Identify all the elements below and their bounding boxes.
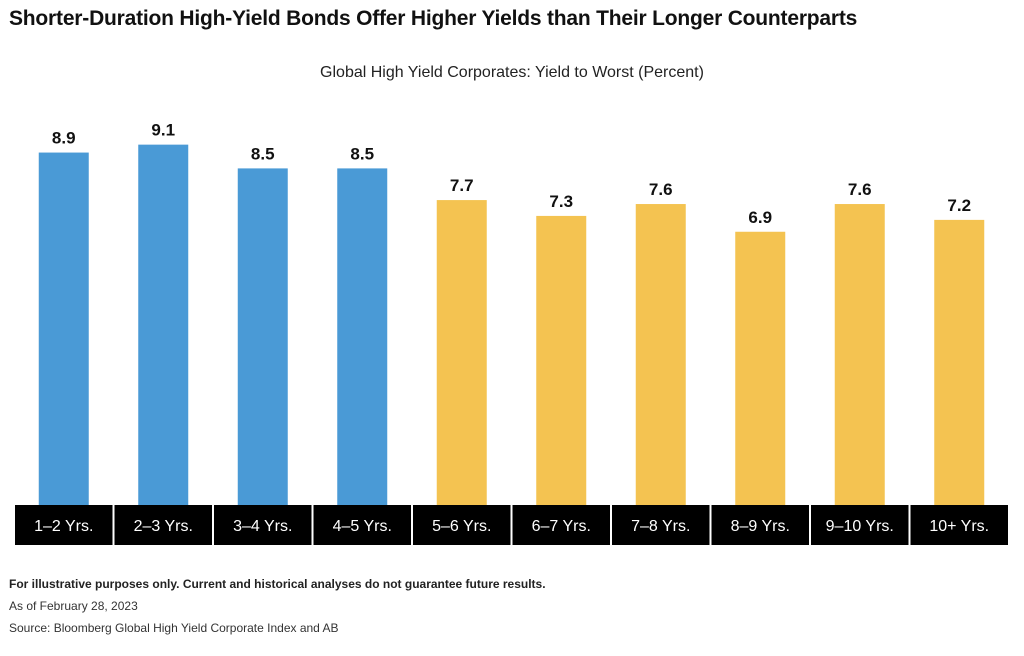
bar-4 (337, 168, 388, 505)
bar-chart: 8.9 9.1 8.5 8.5 7.7 7.3 7.6 6.9 7.6 7.2 1–2 Yrs. 2… (15, 121, 1008, 545)
category-label-9: 9–10 Yrs. (826, 518, 894, 535)
category-label-10: 10+ Yrs. (929, 518, 989, 535)
chart-subtitle: Global High Yield Corporates: Yield to W… (320, 64, 704, 81)
category-cell-5 (413, 505, 511, 545)
category-label-6: 6–7 Yrs. (532, 518, 591, 535)
value-label-4: 8.5 (350, 144, 374, 163)
category-cell-2 (114, 505, 212, 545)
category-cell-6 (512, 505, 610, 545)
as-of-date: As of February 28, 2023 (9, 599, 138, 613)
bar-9 (834, 204, 885, 505)
category-label-5: 5–6 Yrs. (432, 518, 491, 535)
bar-6 (536, 215, 587, 506)
source-note: Source: Bloomberg Global High Yield Corp… (9, 621, 339, 635)
value-label-2: 9.1 (151, 121, 175, 140)
bar-5 (436, 200, 487, 505)
value-label-9: 7.6 (848, 180, 872, 199)
category-label-3: 3–4 Yrs. (233, 518, 292, 535)
category-cell-1 (15, 505, 113, 545)
category-cell-4 (313, 505, 411, 545)
category-cell-7 (612, 505, 710, 545)
category-cell-9 (811, 505, 909, 545)
bars-layer (38, 144, 985, 506)
value-labels-layer: 8.9 9.1 8.5 8.5 7.7 7.3 7.6 6.9 7.6 7.2 (52, 121, 971, 227)
category-cell-10 (910, 505, 1008, 545)
bar-8 (735, 231, 786, 505)
bar-1 (38, 152, 89, 505)
category-label-4: 4–5 Yrs. (333, 518, 392, 535)
value-label-6: 7.3 (549, 192, 573, 211)
category-label-8: 8–9 Yrs. (731, 518, 790, 535)
bar-3 (237, 168, 288, 505)
category-cell-8 (711, 505, 809, 545)
category-cell-3 (214, 505, 312, 545)
value-label-3: 8.5 (251, 144, 275, 163)
chart-title: Shorter-Duration High-Yield Bonds Offer … (9, 7, 858, 30)
value-label-10: 7.2 (947, 196, 971, 215)
value-label-5: 7.7 (450, 176, 474, 195)
bar-7 (635, 204, 686, 505)
value-label-7: 7.6 (649, 180, 673, 199)
category-label-1: 1–2 Yrs. (34, 518, 93, 535)
value-label-8: 6.9 (748, 208, 772, 227)
category-axis: 1–2 Yrs. 2–3 Yrs. 3–4 Yrs. 4–5 Yrs. 5–6 Yrs.… (15, 505, 1008, 545)
category-label-7: 7–8 Yrs. (631, 518, 690, 535)
bar-10 (934, 219, 985, 505)
value-label-1: 8.9 (52, 129, 76, 148)
disclaimer-note: For illustrative purposes only. Current … (9, 577, 546, 591)
category-label-2: 2–3 Yrs. (134, 518, 193, 535)
bar-2 (138, 144, 189, 505)
